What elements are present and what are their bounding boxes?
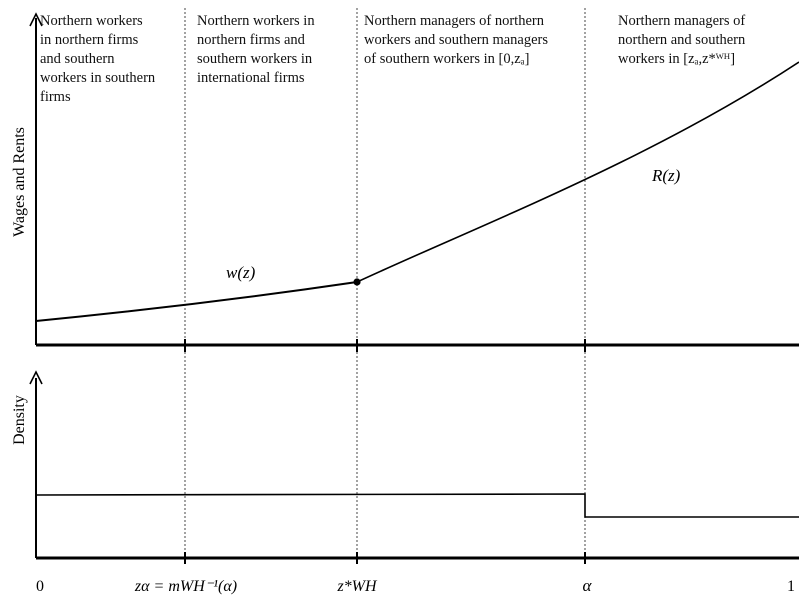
region-1-line-5: firms <box>40 89 71 105</box>
density-step <box>35 493 799 518</box>
curve-r-label: R(z) <box>651 166 681 185</box>
region-4-line-1: Northern managers of <box>618 13 746 29</box>
x-tick-1: 1 <box>787 578 795 595</box>
curve-r <box>356 61 799 283</box>
region-2-line-4: international firms <box>197 70 305 86</box>
region-1-line-2: in northern firms <box>40 32 139 48</box>
x-tick-alpha: α <box>583 576 593 595</box>
bottom-ylabel: Density <box>11 395 28 445</box>
region-1-line-3: and southern <box>40 51 115 67</box>
region-2-line-3: southern workers in <box>197 51 313 67</box>
top-y-axis-arrow <box>29 12 43 27</box>
region-2-text: Northern workers in northern firms and s… <box>197 12 315 88</box>
region-3-line-2: workers and southern managers <box>364 32 549 48</box>
curve-w <box>35 281 358 322</box>
region-3-text: Northern managers of northern workers an… <box>364 12 548 69</box>
region-3-line-1: Northern managers of northern <box>364 13 544 29</box>
x-tick-zstar: z*WH <box>336 578 378 595</box>
curve-w-label: w(z) <box>226 263 256 282</box>
region-3-line-3: of southern workers in [0,zₐ] <box>364 51 530 67</box>
x-tick-0: 0 <box>36 578 44 595</box>
bottom-y-axis-arrow <box>29 370 43 385</box>
region-1-line-1: Northern workers <box>40 13 143 29</box>
region-1-line-4: workers in southern <box>40 70 156 86</box>
region-1-text: Northern workers in northern firms and s… <box>40 12 155 107</box>
region-2-line-2: northern firms and <box>197 32 305 48</box>
region-4-line-2: northern and southern <box>618 32 746 48</box>
region-4-line-3: workers in [zₐ,z*ᵂᴴ] <box>618 51 736 67</box>
top-ylabel: Wages and Rents <box>11 127 28 237</box>
region-2-line-1: Northern workers in <box>197 13 315 29</box>
x-tick-za: zα = mWH⁻¹(α) <box>134 578 237 595</box>
intersection-point <box>353 278 361 286</box>
region-4-text: Northern managers of northern and southe… <box>618 12 745 69</box>
